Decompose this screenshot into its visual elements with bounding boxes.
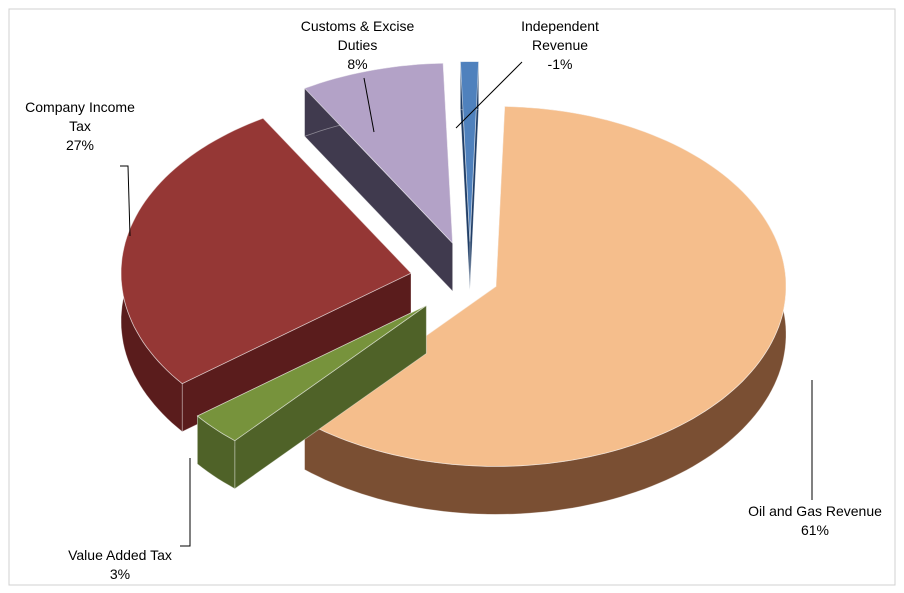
slice-top <box>303 62 454 245</box>
label-value: 8% <box>347 56 368 72</box>
slice-top <box>459 61 480 242</box>
label-name: Value Added Tax <box>68 547 172 563</box>
leader-line <box>455 61 523 129</box>
leader-line <box>120 165 131 237</box>
label-name: Oil and Gas Revenue <box>748 503 882 519</box>
slice-top <box>303 105 787 467</box>
label-name: Independent Revenue <box>521 18 599 53</box>
label-value: 27% <box>65 137 95 153</box>
data-label: Oil and Gas Revenue 61% <box>730 502 900 540</box>
leader-line <box>363 77 375 133</box>
chart-border <box>8 8 896 586</box>
label-name: Company Income Tax <box>25 99 135 134</box>
label-name: Customs & Excise Duties <box>300 18 415 53</box>
data-label: Independent Revenue -1% <box>515 17 605 74</box>
label-value: 61% <box>800 522 830 538</box>
label-value: -1% <box>547 56 573 72</box>
slice <box>303 105 787 515</box>
slice <box>120 117 412 433</box>
label-value: 3% <box>109 566 131 582</box>
slice <box>196 304 427 490</box>
data-label: Customs & Excise Duties 8% <box>295 17 420 74</box>
leader-line <box>180 458 191 547</box>
slice <box>459 61 480 290</box>
leader-lines <box>120 61 813 547</box>
slice <box>303 62 454 293</box>
slice-top <box>196 305 427 442</box>
slices <box>120 61 787 515</box>
slice-top <box>120 117 412 385</box>
data-label: Company Income Tax 27% <box>20 98 140 155</box>
data-label: Value Added Tax 3% <box>40 546 200 584</box>
